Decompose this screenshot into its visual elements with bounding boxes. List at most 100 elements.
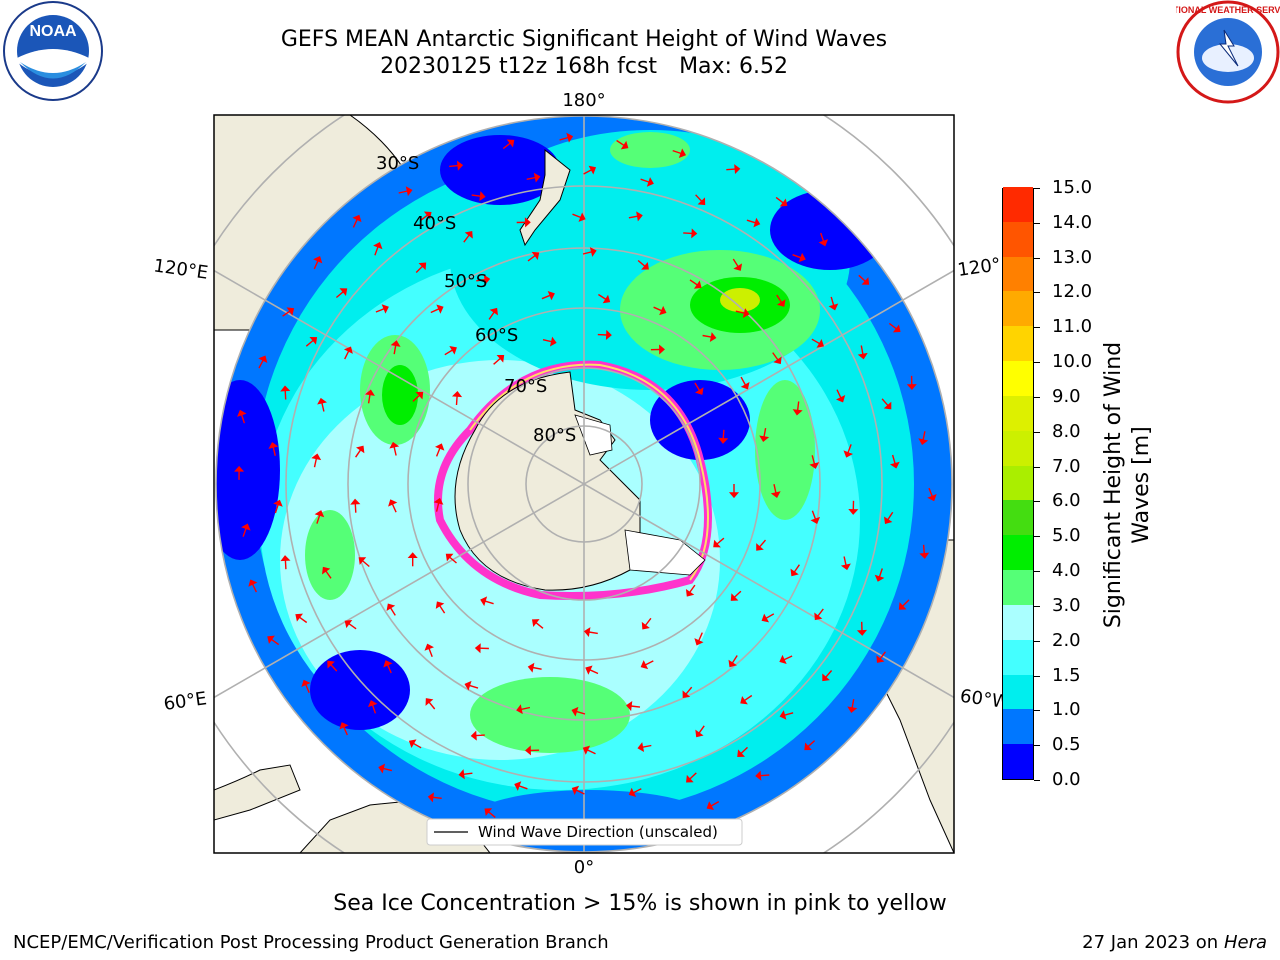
wave-direction-arrowhead [364, 389, 375, 396]
wave-direction-arrowhead [740, 696, 748, 705]
colorbar-segment [1003, 256, 1033, 292]
wave-direction-arrowhead [843, 450, 853, 458]
nws-logo-text: NATIONAL WEATHER SERVICE [1176, 5, 1280, 15]
colorbar-tick [1034, 710, 1040, 712]
wave-direction-arrow [444, 349, 453, 356]
colorbar-tick-label: 0.0 [1052, 769, 1081, 790]
colorbar-tick-label: 6.0 [1052, 490, 1081, 512]
wave-direction-arrowhead [857, 352, 868, 360]
lat-label-50s: 50°S [444, 271, 487, 292]
wave-direction-arrowhead [280, 555, 291, 562]
wave-direction-arrowhead [514, 781, 522, 791]
wave-direction-arrow [820, 232, 825, 242]
wave-direction-arrowhead [589, 247, 597, 257]
wave-direction-arrow [586, 749, 596, 755]
colorbar-segment [1003, 604, 1033, 640]
colorbar-tick-label: 10.0 [1052, 351, 1093, 373]
wave-direction-arrowhead [856, 629, 868, 636]
colorbar-tick [1034, 257, 1040, 259]
wave-direction-arrowhead [435, 443, 445, 451]
wave-direction-arrow [630, 705, 641, 708]
wave-direction-arrowhead [927, 493, 937, 502]
wave-direction-arrowhead [694, 638, 704, 646]
wave-direction-arrowhead [531, 619, 540, 628]
wave-direction-arrow [435, 502, 440, 512]
colorbar-segment [1003, 186, 1033, 222]
wave-direction-arrowhead [816, 338, 825, 348]
wave-direction-arrowhead [527, 662, 535, 673]
lon-label-180: 180° [562, 90, 605, 111]
wave-direction-arrowhead [343, 346, 353, 354]
wave-direction-arrow [435, 447, 441, 457]
wave-direction-arrow [860, 345, 864, 355]
wave-direction-arrow [746, 219, 756, 224]
wave-direction-arrow [653, 306, 663, 312]
wave-direction-arrowhead [602, 294, 611, 304]
wave-direction-arrow [888, 322, 897, 330]
wave-direction-arrow [526, 176, 536, 180]
wave-direction-arrowhead [268, 442, 279, 449]
colorbar-tick [1034, 605, 1040, 607]
wave-direction-arrowhead [531, 251, 540, 260]
wave-direction-arrowhead [383, 660, 393, 668]
wave-direction-arrowhead [861, 277, 870, 285]
wave-direction-arrow [428, 648, 433, 658]
wave-direction-arrowhead [301, 679, 311, 688]
colorbar-segment [1003, 743, 1033, 779]
wave-direction-arrow [313, 458, 318, 468]
wave-direction-arrowhead [547, 290, 555, 301]
wave-direction-arrowhead [779, 198, 788, 207]
wave-direction-arrow [836, 389, 842, 399]
wave-direction-arrow [811, 510, 817, 520]
wave-direction-arrow [393, 345, 397, 355]
wave-direction-arrowhead [582, 745, 591, 755]
wave-direction-arrow [698, 632, 703, 642]
wave-direction-arrowhead [734, 164, 741, 175]
wave-direction-arrow [760, 774, 770, 777]
lat-label-60s: 60°S [475, 325, 518, 346]
wave-direction-arrowhead [496, 355, 505, 363]
wave-direction-arrowhead [659, 344, 665, 355]
wave-direction-arrowhead [449, 346, 457, 355]
wave-direction-arrowhead [549, 336, 557, 347]
wave-direction-arrowhead [733, 263, 743, 271]
wave-direction-arrowhead [389, 441, 400, 449]
wave-direction-arrow [313, 260, 319, 270]
wave-direction-arrowhead [425, 698, 434, 706]
colorbar-tick [1034, 222, 1040, 224]
footer-organization: NCEP/EMC/Verification Post Processing Pr… [13, 932, 609, 953]
wave-direction-arrowhead [695, 387, 704, 395]
footer-date-text: 27 Jan 2023 on [1082, 932, 1219, 953]
colorbar-segment [1003, 465, 1033, 501]
wave-direction-arrow [783, 655, 793, 661]
wave-direction-arrow [582, 251, 592, 255]
wave-direction-arrow [282, 310, 291, 317]
wave-direction-arrowhead [322, 566, 331, 575]
wave-direction-arrowhead [344, 619, 353, 629]
wave-direction-arrow [740, 376, 747, 386]
wave-direction-arrow [475, 734, 485, 737]
wave-direction-arrow [430, 308, 440, 314]
wave-direction-arrowhead [381, 304, 389, 314]
wave-direction-arrow [588, 631, 598, 635]
wave-direction-arrowhead [728, 492, 740, 499]
wave-direction-arrow [616, 139, 625, 146]
wave-direction-arrowhead [451, 391, 463, 398]
wave-direction-arrow [520, 706, 531, 711]
wave-direction-arrow [784, 712, 794, 716]
wave-direction-arrow [258, 359, 264, 369]
wave-direction-arrow [415, 265, 423, 273]
wave-direction-arrowhead [258, 355, 268, 364]
colorbar-segment [1003, 221, 1033, 257]
wave-direction-arrow [484, 600, 494, 605]
wave-direction-arrow [305, 339, 314, 347]
wave-direction-arrowhead [814, 612, 823, 621]
wave-direction-arrowhead [773, 356, 782, 365]
wave-direction-arrow [463, 234, 470, 243]
wave-direction-arrow [575, 789, 585, 795]
wave-direction-arrow [576, 710, 586, 715]
wave-direction-arrowhead [516, 704, 523, 715]
colorbar-segment [1003, 708, 1033, 745]
colorbar-tick-label: 5.0 [1052, 525, 1081, 547]
wave-direction-arrow [689, 279, 698, 286]
